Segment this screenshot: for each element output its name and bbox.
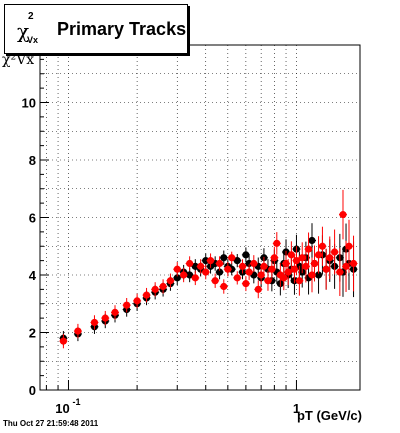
data-point bbox=[242, 251, 250, 259]
x-axis-label: pT (GeV/c) bbox=[296, 408, 362, 423]
data-point bbox=[260, 262, 268, 270]
title-superscript: 2 bbox=[28, 11, 34, 22]
x-tick-label: 10 bbox=[55, 401, 69, 416]
data-point bbox=[180, 271, 188, 279]
data-point bbox=[101, 314, 109, 322]
y-tick-label: 4 bbox=[29, 268, 37, 283]
data-point bbox=[233, 274, 241, 282]
data-point bbox=[345, 242, 353, 250]
data-point bbox=[302, 262, 310, 270]
y-tick-label: 0 bbox=[29, 383, 36, 398]
data-point bbox=[308, 271, 316, 279]
data-point bbox=[264, 277, 272, 285]
data-point bbox=[90, 318, 99, 327]
data-point bbox=[59, 337, 68, 345]
data-point bbox=[197, 262, 205, 270]
data-point bbox=[308, 236, 316, 245]
axis-ticks bbox=[40, 44, 297, 391]
data-point bbox=[111, 308, 119, 316]
data-point bbox=[314, 271, 323, 279]
data-point bbox=[318, 242, 327, 250]
data-point bbox=[215, 268, 224, 276]
data-series bbox=[59, 189, 358, 349]
data-point bbox=[310, 259, 319, 268]
data-point bbox=[233, 257, 241, 265]
data-point bbox=[292, 257, 301, 265]
series-black bbox=[59, 223, 358, 346]
title-box: χ 2 Vx Primary Tracks bbox=[4, 4, 188, 54]
x-tick-label: 1 bbox=[293, 401, 300, 416]
y-tick-label: 6 bbox=[29, 211, 36, 226]
y-tick-label: 10 bbox=[22, 96, 36, 111]
data-point bbox=[238, 262, 247, 270]
data-point bbox=[220, 282, 228, 291]
title-subscript: Vx bbox=[27, 35, 39, 45]
data-point bbox=[220, 254, 228, 262]
series-red bbox=[59, 189, 358, 349]
x-tick-exponent: -1 bbox=[72, 397, 80, 407]
data-point bbox=[191, 262, 199, 270]
data-point bbox=[250, 259, 258, 268]
data-point bbox=[173, 265, 181, 273]
data-point bbox=[123, 301, 131, 309]
data-point bbox=[339, 211, 347, 219]
data-point bbox=[202, 268, 210, 276]
y-tick-label: 8 bbox=[29, 153, 36, 168]
grid bbox=[40, 44, 360, 391]
data-point bbox=[173, 274, 181, 282]
y-axis-label: χ²Vx bbox=[2, 52, 35, 68]
data-point bbox=[151, 285, 159, 293]
data-point bbox=[74, 327, 82, 335]
data-point bbox=[314, 251, 323, 259]
data-point bbox=[330, 248, 339, 256]
data-point bbox=[349, 259, 358, 268]
data-point bbox=[186, 271, 194, 279]
data-point bbox=[211, 277, 219, 285]
timestamp-footer: Thu Oct 27 21:59:48 2011 bbox=[3, 419, 99, 428]
data-point bbox=[295, 277, 303, 285]
title-text: Primary Tracks bbox=[57, 19, 187, 39]
data-point bbox=[290, 265, 299, 273]
data-point bbox=[270, 254, 278, 262]
data-point bbox=[186, 259, 194, 268]
data-point bbox=[322, 265, 330, 273]
data-point bbox=[142, 291, 151, 299]
data-point bbox=[133, 297, 141, 305]
data-point bbox=[215, 259, 224, 268]
data-point bbox=[268, 265, 276, 273]
data-point bbox=[342, 262, 350, 270]
data-point bbox=[304, 245, 313, 253]
y-tick-label: 2 bbox=[29, 326, 36, 341]
data-point bbox=[206, 257, 215, 265]
data-point bbox=[191, 274, 199, 282]
data-point bbox=[166, 277, 175, 285]
data-point bbox=[287, 251, 295, 259]
data-point bbox=[257, 271, 265, 279]
data-point bbox=[224, 265, 232, 273]
data-point bbox=[159, 282, 167, 291]
data-point bbox=[298, 254, 306, 262]
data-point bbox=[284, 268, 292, 276]
data-point bbox=[273, 239, 281, 247]
title-symbol: χ bbox=[17, 19, 30, 43]
data-point bbox=[326, 254, 334, 262]
data-point bbox=[336, 268, 344, 276]
data-point bbox=[245, 268, 253, 276]
data-point bbox=[242, 280, 250, 288]
data-point bbox=[228, 254, 236, 262]
data-point bbox=[254, 285, 262, 293]
